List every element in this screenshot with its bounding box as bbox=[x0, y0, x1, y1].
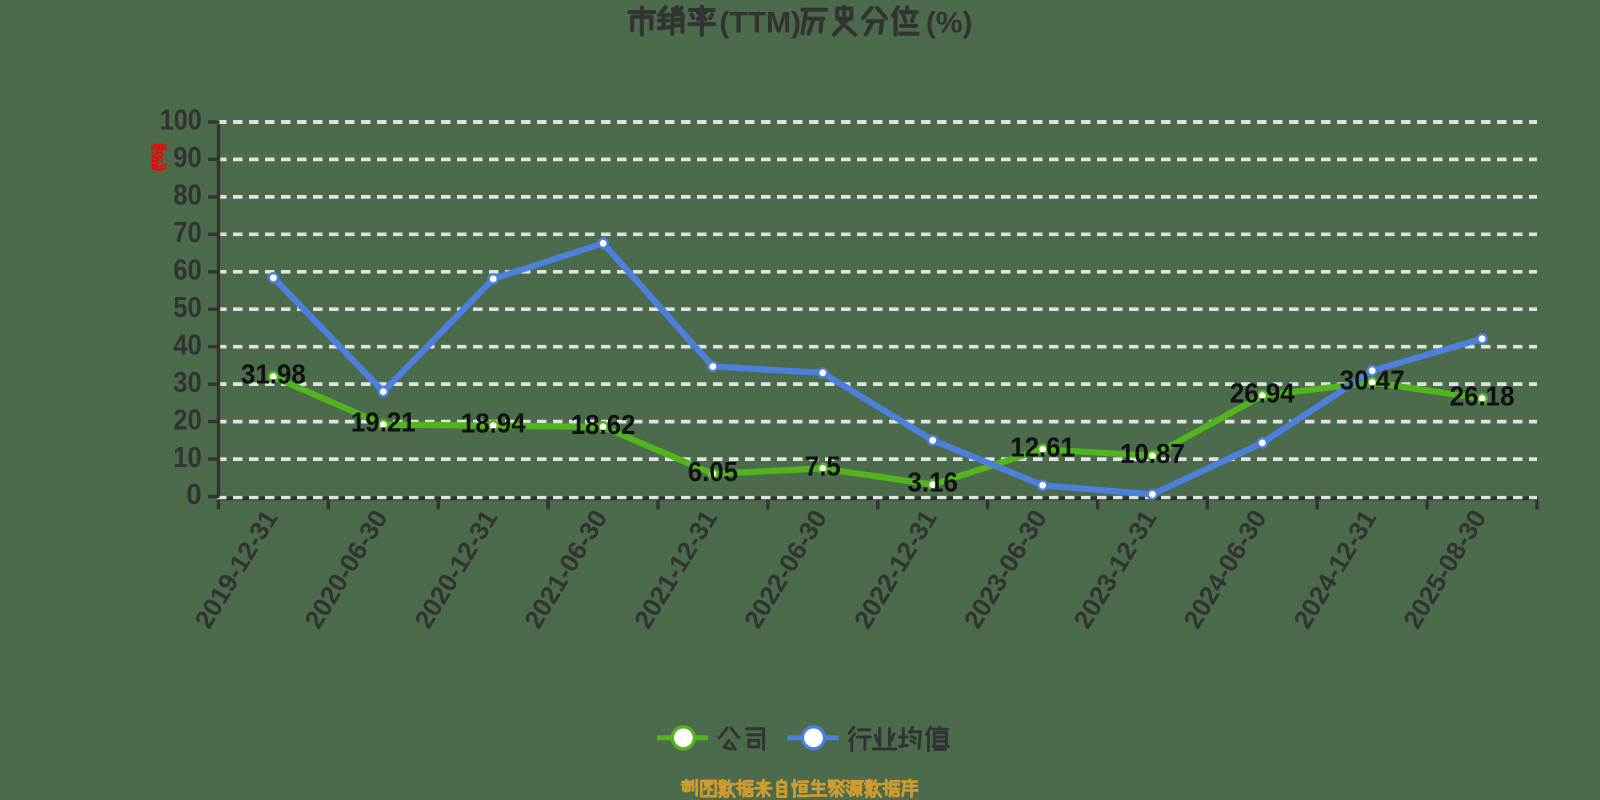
svg-text:2024-12-31: 2024-12-31 bbox=[1287, 504, 1382, 633]
svg-text:2020-06-30: 2020-06-30 bbox=[298, 504, 393, 633]
svg-text:2023-06-30: 2023-06-30 bbox=[958, 504, 1053, 633]
svg-text:18.94: 18.94 bbox=[461, 408, 526, 439]
svg-text:40: 40 bbox=[173, 329, 202, 361]
svg-text:2022-12-31: 2022-12-31 bbox=[848, 504, 943, 633]
svg-text:2019-12-31: 2019-12-31 bbox=[188, 504, 283, 633]
svg-text:26.18: 26.18 bbox=[1450, 381, 1515, 412]
svg-text:2023-12-31: 2023-12-31 bbox=[1067, 504, 1162, 633]
svg-text:2024-06-30: 2024-06-30 bbox=[1177, 504, 1272, 633]
svg-text:31.98: 31.98 bbox=[241, 359, 306, 390]
svg-text:60: 60 bbox=[173, 255, 202, 287]
svg-text:100: 100 bbox=[160, 105, 202, 137]
svg-text:2021-12-31: 2021-12-31 bbox=[628, 504, 723, 633]
svg-text:30.47: 30.47 bbox=[1340, 364, 1405, 395]
svg-text:26.94: 26.94 bbox=[1230, 378, 1295, 409]
svg-text:80: 80 bbox=[173, 180, 202, 212]
svg-text:6.05: 6.05 bbox=[688, 456, 738, 487]
svg-text:90: 90 bbox=[173, 142, 202, 174]
svg-text:10.87: 10.87 bbox=[1120, 438, 1185, 469]
svg-text:0: 0 bbox=[186, 479, 202, 511]
svg-text:2021-06-30: 2021-06-30 bbox=[518, 504, 613, 633]
svg-text:2022-06-30: 2022-06-30 bbox=[738, 504, 833, 633]
svg-text:(%): (%) bbox=[148, 145, 167, 171]
svg-text:18.62: 18.62 bbox=[571, 409, 636, 440]
svg-text:7.5: 7.5 bbox=[805, 450, 841, 481]
svg-text:2025-08-30: 2025-08-30 bbox=[1397, 504, 1492, 633]
svg-text:50: 50 bbox=[173, 292, 202, 324]
svg-text:(TTM): (TTM) bbox=[719, 7, 801, 40]
svg-text:10: 10 bbox=[173, 442, 202, 474]
svg-text:19.21: 19.21 bbox=[351, 407, 416, 438]
svg-text:(%): (%) bbox=[926, 7, 973, 40]
svg-text:70: 70 bbox=[173, 217, 202, 249]
svg-text:12.61: 12.61 bbox=[1010, 431, 1075, 462]
svg-text:3.16: 3.16 bbox=[908, 467, 958, 498]
svg-text:30: 30 bbox=[173, 367, 202, 399]
svg-text:2020-12-31: 2020-12-31 bbox=[408, 504, 503, 633]
svg-text:(%): (%) bbox=[148, 142, 167, 168]
svg-text:20: 20 bbox=[173, 404, 202, 436]
